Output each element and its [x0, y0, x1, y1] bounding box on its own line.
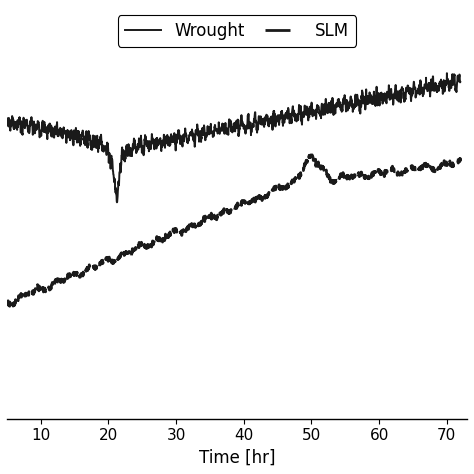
Wrought: [4, 116, 10, 121]
SLM: [27, 292, 33, 297]
SLM: [457, 155, 463, 161]
SLM: [310, 152, 315, 158]
Wrought: [27, 119, 33, 125]
Wrought: [445, 76, 450, 82]
Wrought: [457, 79, 463, 85]
SLM: [9, 303, 15, 309]
Legend: Wrought, SLM: Wrought, SLM: [118, 15, 356, 46]
SLM: [213, 214, 219, 220]
Wrought: [444, 70, 450, 76]
SLM: [4, 301, 10, 307]
Wrought: [114, 200, 120, 205]
SLM: [225, 208, 230, 214]
Wrought: [225, 131, 230, 137]
Wrought: [213, 128, 219, 133]
Line: SLM: SLM: [7, 155, 460, 306]
Wrought: [445, 79, 450, 84]
SLM: [445, 162, 450, 167]
Wrought: [361, 98, 367, 103]
SLM: [445, 160, 450, 165]
SLM: [362, 175, 367, 181]
Line: Wrought: Wrought: [7, 73, 460, 202]
X-axis label: Time [hr]: Time [hr]: [199, 449, 275, 467]
